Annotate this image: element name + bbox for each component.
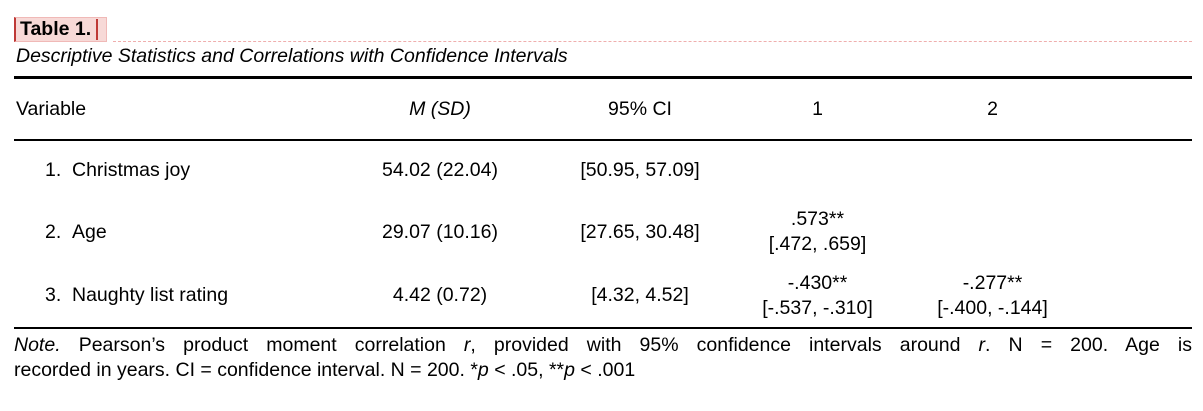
table-label: Table 1. xyxy=(20,18,92,40)
col-header-2: 2 xyxy=(987,97,998,120)
variable-label: Age xyxy=(72,220,107,243)
table-header-row: Variable M (SD) 95% CI 1 2 xyxy=(14,79,1192,141)
ci-value: [4.32, 4.52] xyxy=(591,284,689,306)
row-number: 3. xyxy=(45,284,62,306)
col-header-95ci: 95% CI xyxy=(608,97,672,120)
m-sd-value: 54.02 (22.04) xyxy=(381,159,498,181)
ci-value: [27.65, 30.48] xyxy=(580,220,700,243)
m-sd-value: 29.07 (10.16) xyxy=(381,220,498,243)
note-line-1: Note. Pearson’s product moment correlati… xyxy=(14,334,1192,356)
table-note: Note. Pearson’s product moment correlati… xyxy=(14,333,1192,382)
statistics-table: Variable M (SD) 95% CI 1 2 1. Christmas j… xyxy=(14,76,1192,329)
table-row: 3. Naughty list rating 4.42 (0.72) [4.32,… xyxy=(14,264,1192,327)
row-number: 2. xyxy=(45,220,62,243)
corr-2-value: -.277** [-.400, -.144] xyxy=(937,271,1048,319)
row-number: 1. xyxy=(45,159,62,181)
table-label-highlight: Table 1. xyxy=(14,17,108,42)
col-header-m-sd: M (SD) xyxy=(409,97,471,120)
corr-1-value: -.430** [-.537, -.310] xyxy=(762,271,873,319)
variable-label: Christmas joy xyxy=(72,159,191,181)
variable-label: Naughty list rating xyxy=(72,284,229,306)
table-heading-row: Table 1. xyxy=(14,17,1192,44)
table-row: 2. Age 29.07 (10.16) [27.65, 30.48] .573*… xyxy=(14,200,1192,264)
col-header-1: 1 xyxy=(812,97,823,120)
change-dotted-line xyxy=(113,41,1192,42)
change-caret-mark xyxy=(96,19,99,40)
table-row: 1. Christmas joy 54.02 (22.04) [50.95, 57… xyxy=(14,141,1192,200)
m-sd-value: 4.42 (0.72) xyxy=(392,284,488,306)
corr-1-value: .573** [.472, .659] xyxy=(768,208,867,255)
table-title: Descriptive Statistics and Correlations … xyxy=(16,45,568,67)
note-line-2: recorded in years. CI = confidence inter… xyxy=(14,358,636,381)
ci-value: [50.95, 57.09] xyxy=(580,159,700,181)
col-header-variable: Variable xyxy=(16,97,87,120)
